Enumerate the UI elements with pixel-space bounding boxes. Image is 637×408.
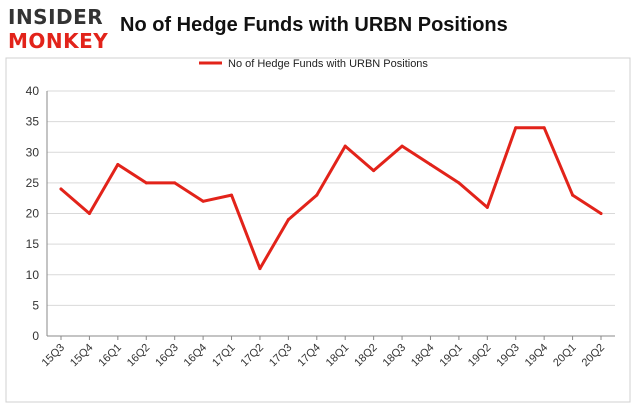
data-point [87,212,91,215]
y-tick-label: 0 [32,329,39,343]
y-tick-label: 40 [26,84,40,98]
data-point [201,199,205,203]
x-tick-label: 16Q4 [182,342,210,370]
y-tick-label: 20 [26,207,40,221]
data-point [286,218,290,222]
x-tick-label: 20Q2 [580,342,608,370]
x-tick-label: 17Q3 [267,342,295,370]
data-point [372,169,376,173]
data-point [116,163,120,166]
series-line [59,126,603,271]
y-tick-label: 35 [26,115,40,129]
x-tick-label: 19Q4 [523,342,551,370]
logo-text-bottom: MONKEY [8,29,109,53]
chart-frame [5,57,631,403]
x-tick-label: 18Q1 [324,342,352,370]
chart-title: No of Hedge Funds with URBN Positions [120,14,508,36]
data-point [485,205,489,209]
data-point [571,193,575,197]
data-point [59,187,63,191]
y-tick-label: 10 [26,268,40,282]
data-point [514,126,518,130]
data-point [315,193,319,197]
x-tick-label: 19Q1 [437,342,465,370]
data-point [144,181,148,185]
x-tick-label: 18Q4 [409,342,437,370]
x-tick-label: 16Q1 [96,342,124,370]
insider-monkey-logo: INSIDER MONKEY [8,6,118,54]
x-tick-label: 18Q3 [381,342,409,370]
x-tick-label: 20Q1 [551,342,579,370]
logo-text-top: INSIDER [8,5,104,29]
y-tick-label: 5 [32,298,39,312]
x-tick-label: 17Q1 [210,342,238,370]
data-point [400,144,404,148]
data-point [457,181,461,185]
x-tick-label: 19Q3 [494,342,522,370]
data-point [428,163,432,166]
x-tick-label: 16Q3 [153,342,181,370]
data-point [599,212,603,215]
x-tick-label: 16Q2 [125,342,153,370]
y-tick-label: 25 [26,176,40,190]
x-tick-label: 17Q2 [239,342,267,370]
x-tick-label: 19Q2 [466,342,494,370]
x-tick-label: 17Q4 [295,342,323,370]
y-tick-label: 15 [26,237,40,251]
x-tick-label: 15Q4 [68,342,96,370]
y-tick-label: 30 [26,145,40,159]
data-point [542,126,546,130]
data-point [230,193,234,197]
x-tick-label: 18Q2 [352,342,380,370]
x-tick-label: 15Q3 [40,342,68,370]
legend-label: No of Hedge Funds with URBN Positions [228,58,428,70]
data-point [173,181,177,185]
data-point [258,267,262,271]
data-point [343,144,347,148]
